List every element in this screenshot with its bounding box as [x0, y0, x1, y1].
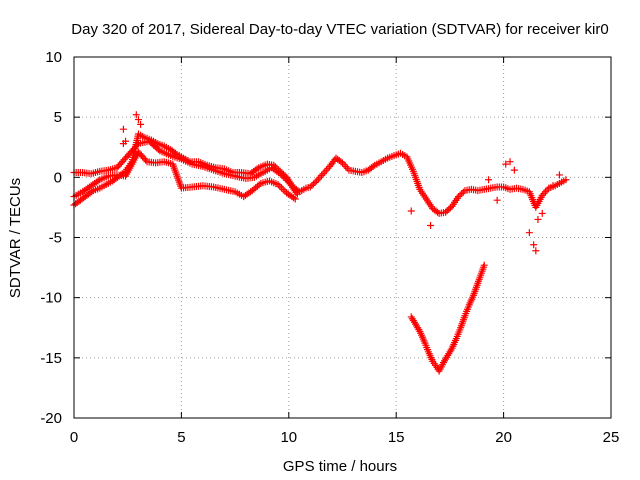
- outliers-point: [137, 120, 145, 128]
- outliers-point: [493, 196, 501, 204]
- x-tick-label: 15: [388, 429, 405, 446]
- main-track-point: [456, 191, 464, 199]
- main-track-point: [369, 163, 377, 171]
- main-track-point: [458, 190, 466, 198]
- x-tick-label: 0: [70, 429, 78, 446]
- lower-branch-point: [274, 181, 282, 189]
- lower-branch-point: [279, 186, 287, 194]
- y-axis-label: SDTVAR / TECUs: [7, 178, 24, 298]
- main-track-point: [454, 193, 462, 201]
- main-track-point: [562, 176, 570, 184]
- outliers-point: [534, 215, 542, 223]
- outliers-point: [525, 229, 533, 237]
- upper-branch-point: [292, 188, 300, 196]
- lower-branch-point: [255, 181, 263, 189]
- upper-branch-point: [280, 173, 288, 181]
- outliers-point: [407, 207, 415, 215]
- x-tick-label: 20: [495, 429, 512, 446]
- outliers-point: [427, 221, 435, 229]
- upper-branch-point: [281, 175, 289, 183]
- outliers-point: [555, 171, 563, 179]
- main-track-point: [253, 165, 261, 173]
- y-tick-label: -10: [40, 290, 62, 307]
- main-track-point: [311, 178, 319, 186]
- outliers-point: [530, 241, 538, 249]
- x-tick-label: 25: [603, 429, 620, 446]
- outliers-point: [134, 116, 142, 124]
- main-track-point: [443, 207, 451, 215]
- upper-branch-point: [154, 145, 162, 153]
- lower-branch-point: [291, 195, 299, 203]
- lower-branch-point: [277, 184, 285, 192]
- main-track-point: [306, 183, 314, 191]
- outliers-point: [549, 182, 557, 190]
- main-track-point: [310, 180, 318, 188]
- main-track-point: [459, 188, 467, 196]
- lower-branch-point: [290, 194, 298, 202]
- x-tick-label: 5: [177, 429, 185, 446]
- lower-branch-point: [276, 182, 284, 190]
- outliers-point: [506, 158, 514, 166]
- main-track-point: [445, 205, 453, 213]
- chart-title: Day 320 of 2017, Sidereal Day-to-day VTE…: [71, 21, 608, 38]
- outliers-point: [502, 160, 510, 168]
- x-tick-label: 10: [280, 429, 297, 446]
- main-track-point: [434, 208, 442, 216]
- y-tick-label: -20: [40, 410, 62, 427]
- lower-branch-point: [142, 156, 150, 164]
- main-track-point: [337, 158, 345, 166]
- outliers-point: [119, 125, 127, 133]
- upper-branch-point: [276, 170, 284, 178]
- y-tick-label: 10: [45, 49, 62, 66]
- upper-branch-point: [293, 190, 301, 198]
- v-dip-point: [480, 261, 488, 269]
- outliers-point: [132, 111, 140, 119]
- outliers-point: [510, 166, 518, 174]
- upper-branch-point: [278, 171, 286, 179]
- y-tick-label: 0: [54, 169, 62, 186]
- main-track-point: [442, 208, 450, 216]
- main-track-point: [308, 181, 316, 189]
- y-tick-label: -15: [40, 350, 62, 367]
- outliers-point: [538, 209, 546, 217]
- upper-branch-point: [133, 141, 141, 149]
- y-tick-label: 5: [54, 109, 62, 126]
- plot-frame: [73, 56, 612, 419]
- x-axis-label: GPS time / hours: [283, 458, 397, 475]
- main-track-point: [88, 188, 96, 196]
- y-tick-label: -5: [49, 230, 62, 247]
- grid-lines: [74, 57, 611, 418]
- outliers-point: [532, 247, 540, 255]
- upper-branch-point: [283, 176, 291, 184]
- data-points: [70, 111, 570, 375]
- lower-branch-point: [94, 177, 102, 185]
- outliers-point: [122, 137, 130, 145]
- outliers-point: [485, 176, 493, 184]
